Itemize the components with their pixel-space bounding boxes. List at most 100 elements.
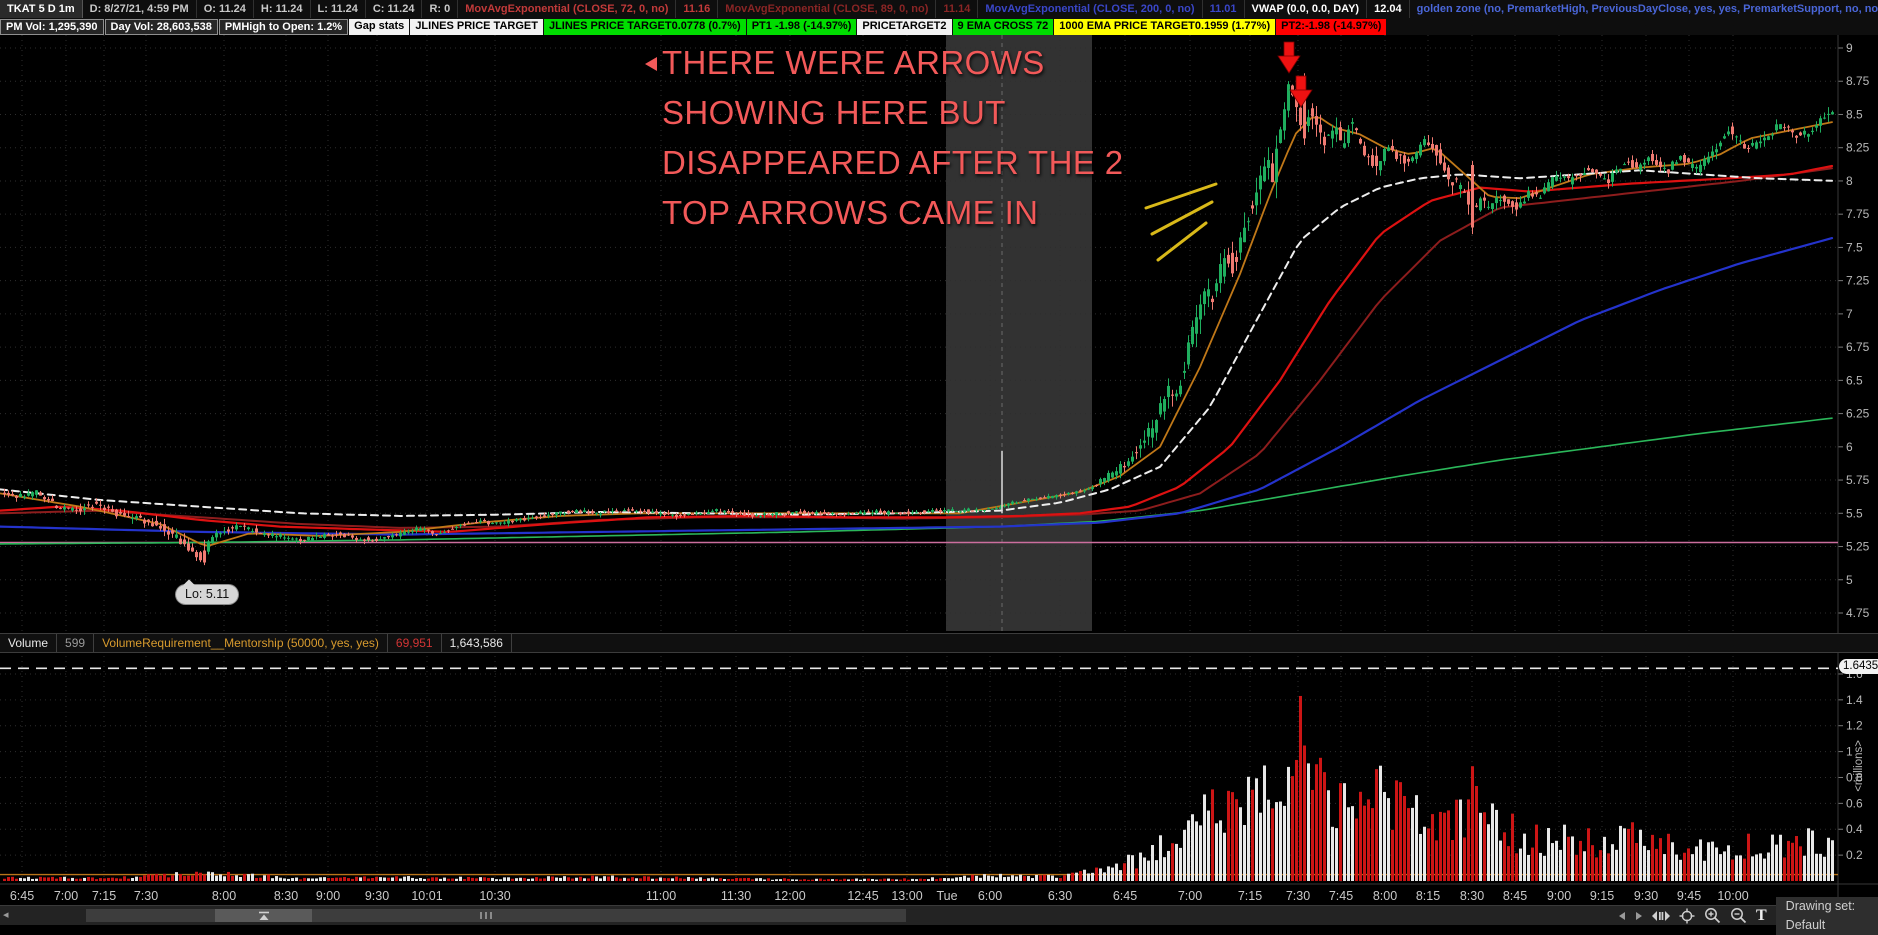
svg-text:1: 1 [1846, 745, 1853, 759]
svg-text:10:01: 10:01 [411, 889, 442, 903]
indicator-chip[interactable]: JLINES PRICE TARGET0.0778 (0.7%) [543, 19, 746, 35]
annotation-arrow-marker [645, 57, 657, 71]
indicator-chip[interactable]: PT1 -1.98 (-14.97%) [746, 19, 857, 35]
svg-text:7:15: 7:15 [1238, 889, 1262, 903]
svg-text:6:45: 6:45 [1113, 889, 1137, 903]
header-study-item[interactable]: R: 0 [422, 0, 459, 18]
svg-text:9:30: 9:30 [365, 889, 389, 903]
indicator-chip[interactable]: PT2:-1.98 (-14.97%) [1276, 19, 1387, 35]
header-study-item[interactable]: MovAvgExponential (CLOSE, 200, 0, no) [978, 0, 1203, 18]
header-study-item[interactable]: 11.14 [936, 0, 979, 18]
svg-text:6.25: 6.25 [1846, 407, 1870, 421]
svg-text:7:30: 7:30 [134, 889, 158, 903]
svg-text:0.6: 0.6 [1846, 796, 1863, 810]
svg-text:10:30: 10:30 [479, 889, 510, 903]
svg-text:8.75: 8.75 [1846, 74, 1870, 88]
annotation-line: DISAPPEARED AFTER THE 2 [662, 144, 1124, 181]
zoom-out-icon[interactable] [1730, 907, 1747, 924]
status-bar: ◂ [0, 896, 1878, 935]
svg-text:Tue: Tue [936, 889, 957, 903]
volume-header-item[interactable]: 599 [57, 634, 95, 652]
scrollbar-thumb[interactable] [215, 909, 312, 922]
header-study-item[interactable]: L: 11.24 [311, 0, 366, 18]
header-study-item[interactable]: C: 11.24 [366, 0, 423, 18]
svg-text:6:30: 6:30 [1048, 889, 1072, 903]
scroll-to-present-icon [258, 911, 269, 920]
svg-text:12:00: 12:00 [774, 889, 805, 903]
svg-text:10:00: 10:00 [1717, 889, 1748, 903]
header-study-item[interactable]: 11.01 [1203, 0, 1245, 18]
svg-text:7.5: 7.5 [1846, 240, 1863, 254]
indicator-chip[interactable]: PRICETARGET2 [857, 19, 952, 35]
svg-text:1.2: 1.2 [1846, 719, 1863, 733]
indicator-chip[interactable]: Gap stats [349, 19, 410, 35]
chart-annotation-text[interactable]: THERE WERE ARROWS SHOWING HERE BUT DISAP… [662, 38, 1124, 238]
svg-text:7:00: 7:00 [1178, 889, 1202, 903]
scrollbar-grip[interactable] [480, 912, 492, 919]
svg-text:11:00: 11:00 [646, 889, 676, 903]
svg-text:8:30: 8:30 [274, 889, 298, 903]
crosshair-icon[interactable] [1679, 908, 1695, 924]
header-study-item[interactable]: H: 11.24 [254, 0, 311, 18]
svg-text:0.8: 0.8 [1846, 770, 1863, 784]
header-study-item[interactable]: MovAvgExponential (CLOSE, 89, 0, no) [718, 0, 937, 18]
svg-text:5.75: 5.75 [1846, 473, 1870, 487]
text-tool-icon[interactable]: T [1756, 906, 1767, 924]
annotation-line: SHOWING HERE BUT [662, 94, 1006, 131]
scroll-left-arrow-icon[interactable]: ◂ [3, 909, 9, 921]
drawing-set-label[interactable]: Drawing set: Default [1775, 896, 1878, 935]
volume-axis-unit: <millions> [1853, 740, 1865, 792]
sell-signal-arrow-icon [1289, 75, 1313, 108]
svg-text:7:30: 7:30 [1286, 889, 1310, 903]
expand-time-axis-icon[interactable] [1652, 910, 1670, 922]
zoom-in-icon[interactable] [1704, 907, 1721, 924]
indicator-chip[interactable]: PM Vol: 1,295,390 [0, 19, 104, 35]
svg-text:8:30: 8:30 [1460, 889, 1484, 903]
indicator-chip[interactable]: PMHigh to Open: 1.2% [218, 19, 349, 35]
header-study-item[interactable]: VWAP (0.0, 0.0, DAY) [1245, 0, 1368, 18]
header-study-item[interactable]: 11.16 [676, 0, 719, 18]
time-axis[interactable] [0, 884, 1838, 905]
volume-panel-header: Volume 599 VolumeRequirement__Mentorship (… [0, 633, 1878, 653]
pan-right-icon[interactable] [1635, 911, 1643, 921]
svg-text:7:00: 7:00 [54, 889, 78, 903]
svg-text:7: 7 [1846, 307, 1853, 321]
svg-text:9:00: 9:00 [316, 889, 340, 903]
indicator-chip[interactable]: 9 EMA CROSS 72 [952, 19, 1054, 35]
svg-text:13:00: 13:00 [891, 889, 922, 903]
header-study-item[interactable]: MovAvgExponential (CLOSE, 72, 0, no) [458, 0, 677, 18]
svg-text:6: 6 [1846, 440, 1853, 454]
volume-header-item[interactable]: Volume [0, 634, 58, 652]
svg-text:0.2: 0.2 [1846, 848, 1863, 862]
svg-text:9:15: 9:15 [1590, 889, 1614, 903]
svg-text:9:45: 9:45 [1677, 889, 1701, 903]
indicator-chip[interactable]: 1000 EMA PRICE TARGET0.1959 (1.77%) [1054, 19, 1276, 35]
svg-text:7.75: 7.75 [1846, 207, 1870, 221]
indicator-chip[interactable]: Day Vol: 28,603,538 [104, 19, 218, 35]
volume-header-item[interactable]: 69,951 [388, 634, 442, 652]
volume-header-item[interactable]: 1,643,586 [442, 634, 512, 652]
svg-text:7.25: 7.25 [1846, 274, 1870, 288]
pan-left-icon[interactable] [1618, 911, 1626, 921]
toolbar-row-2: PM Vol: 1,295,390 Day Vol: 28,603,538 PMHi… [0, 18, 1878, 35]
volume-header-item[interactable]: VolumeRequirement__Mentorship (50000, ye… [94, 634, 388, 652]
indicator-chip[interactable]: JLINES PRICE TARGET [410, 19, 543, 35]
svg-text:8:15: 8:15 [1416, 889, 1440, 903]
header-study-item[interactable]: O: 11.24 [197, 0, 254, 18]
sell-signal-arrow-icon [1277, 41, 1301, 74]
volume-highest-badge: 1.64359 [1839, 659, 1878, 674]
chart-scrollbar[interactable] [86, 909, 906, 922]
annotation-line: TOP ARROWS CAME IN [662, 194, 1039, 231]
annotation-line: THERE WERE ARROWS [662, 44, 1045, 81]
svg-text:6.75: 6.75 [1846, 340, 1870, 354]
header-study-item[interactable]: 12.04 [1367, 0, 1410, 18]
svg-text:8:00: 8:00 [212, 889, 236, 903]
header-study-item[interactable]: D: 8/27/21, 4:59 PM [83, 0, 197, 18]
header-study-item[interactable]: TKAT 5 D 1m [0, 0, 83, 18]
svg-text:7:15: 7:15 [92, 889, 116, 903]
svg-text:6:00: 6:00 [978, 889, 1002, 903]
svg-text:0.4: 0.4 [1846, 822, 1863, 836]
header-study-item[interactable]: golden zone (no, PremarketHigh, Previous… [1410, 0, 1878, 18]
price-axis[interactable] [1838, 35, 1878, 631]
